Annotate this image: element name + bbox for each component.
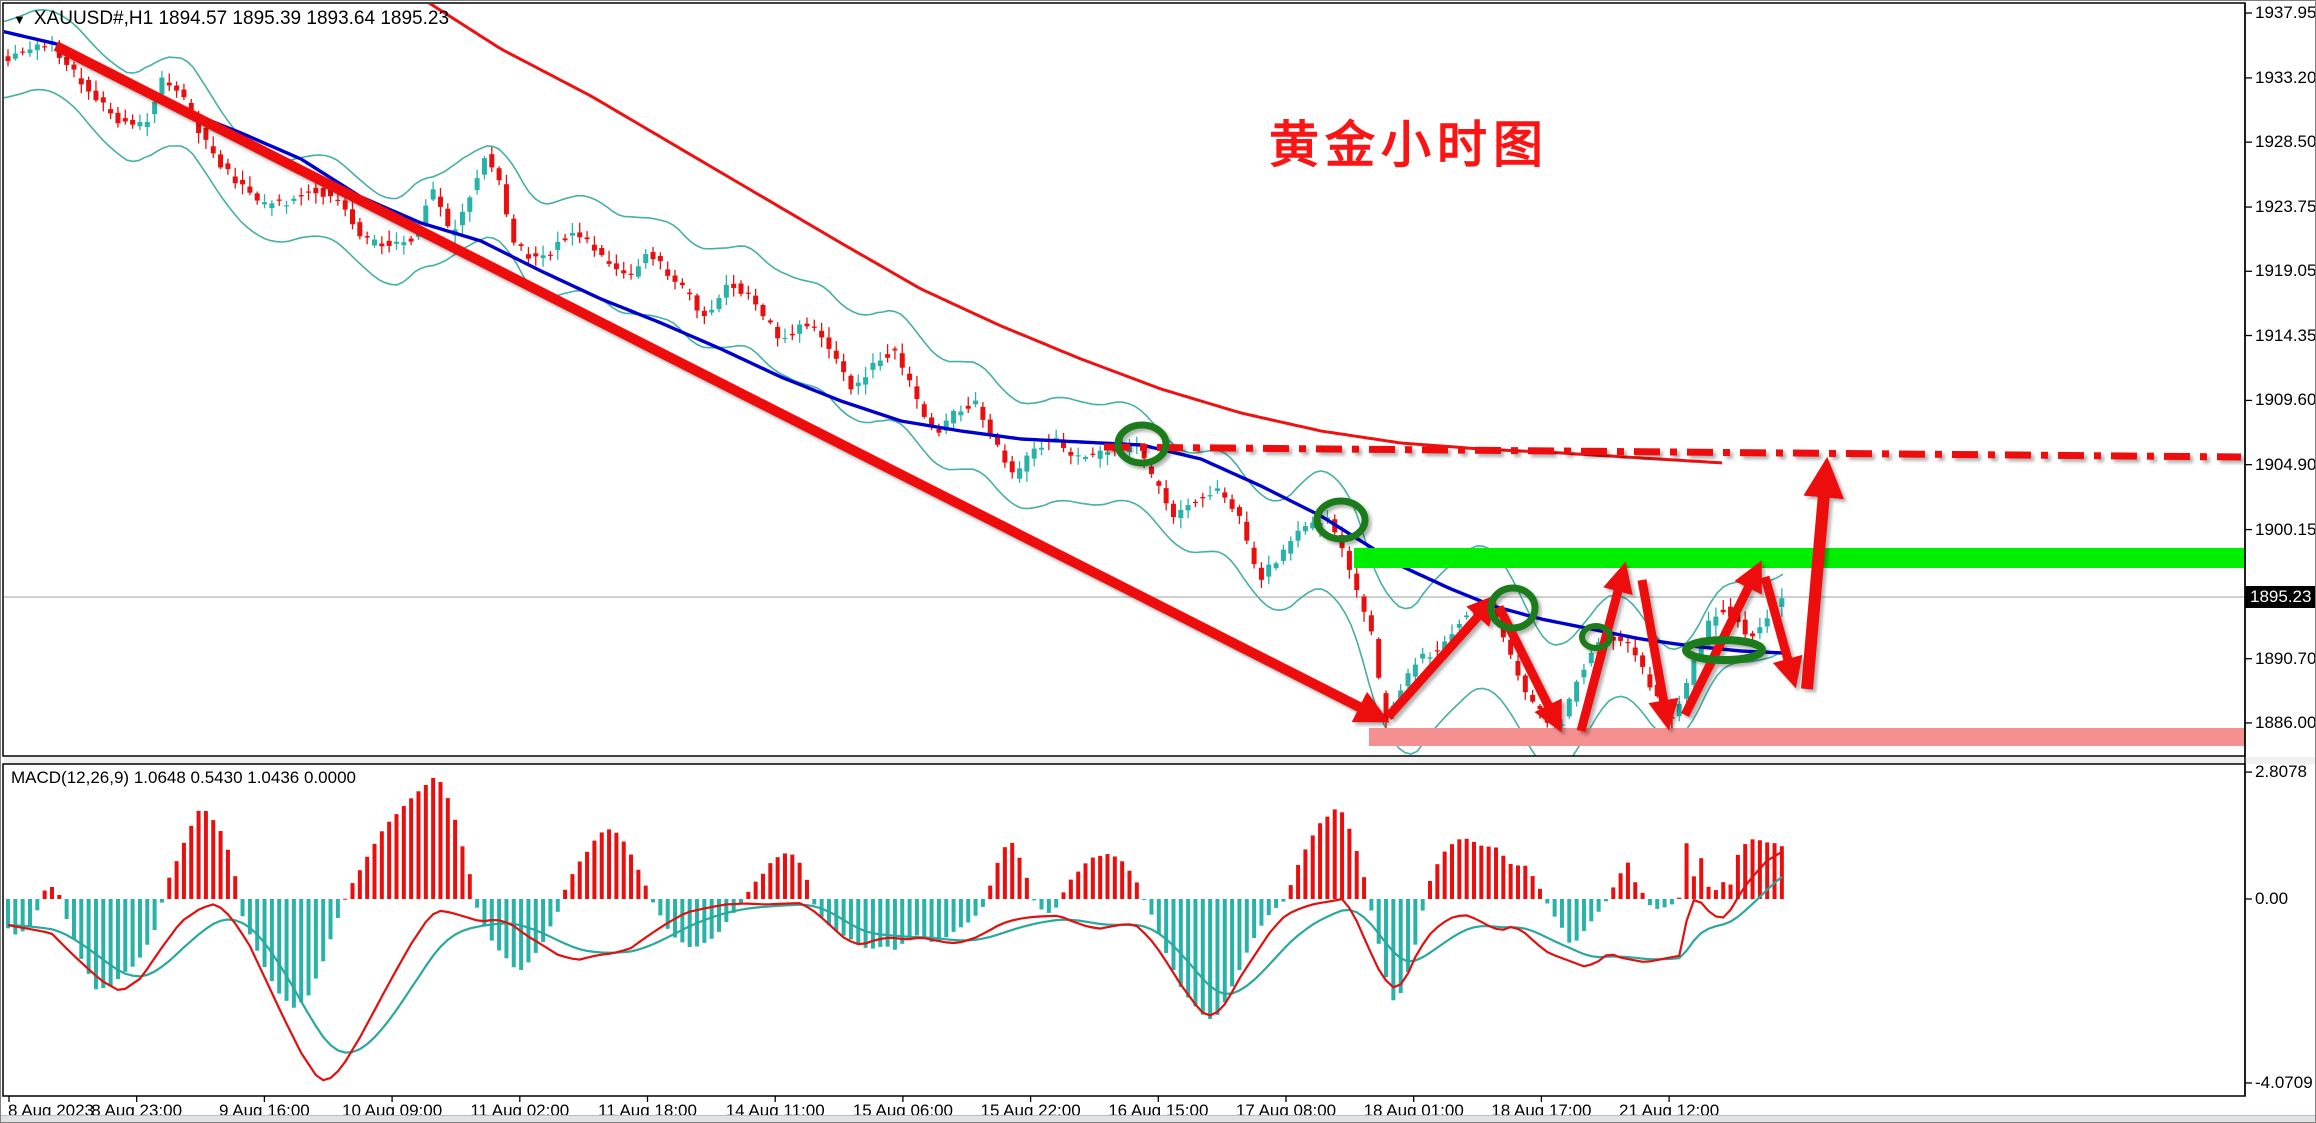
window-bottom-edge <box>1 1115 2315 1122</box>
price-axis-label: 1923.75 <box>2255 197 2316 217</box>
macd-axis-label: 2.8078 <box>2255 762 2307 782</box>
macd-pane[interactable] <box>6 777 1784 1082</box>
price-axis-label: 1928.50 <box>2255 132 2316 152</box>
macd-main-line <box>7 850 1783 1082</box>
highlight-circle-5[interactable] <box>1682 636 1766 664</box>
highlight-circle-4[interactable] <box>1579 623 1613 651</box>
macd-axis-label: -4.0709 <box>2255 1073 2313 1092</box>
price-axis-label: 1890.70 <box>2255 648 2316 668</box>
price-axis-label: 1933.20 <box>2255 67 2316 87</box>
chevron-down-icon[interactable]: ▼ <box>13 11 26 27</box>
projection-arrow-6[interactable] <box>1760 575 1803 689</box>
price-axis-label: 1919.05 <box>2255 261 2316 281</box>
projection-arrow-1[interactable] <box>1384 594 1499 721</box>
highlight-circle-2[interactable] <box>1313 497 1369 543</box>
price-axis-label: 1914.35 <box>2255 325 2316 345</box>
highlight-circle-3[interactable] <box>1487 584 1539 632</box>
macd-indicator-label: MACD(12,26,9) 1.0648 0.5430 1.0436 0.000… <box>11 768 356 787</box>
drawn-annotations <box>53 41 2242 733</box>
price-axis-label: 1886.00 <box>2255 712 2316 732</box>
downtrend-line[interactable] <box>53 41 1390 723</box>
price-axis-label: 1937.95 <box>2255 3 2316 22</box>
projection-arrow-3[interactable] <box>1576 561 1633 733</box>
symbol-title: ▼ XAUUSD#,H1 1894.57 1895.39 1893.64 189… <box>13 8 449 30</box>
macd-axis-label: 0.00 <box>2255 889 2289 908</box>
projection-arrow-7[interactable] <box>1801 456 1845 690</box>
current-price-badge: 1895.23 <box>2245 586 2315 608</box>
projection-arrow-4[interactable] <box>1637 579 1679 731</box>
bollinger-lower-band <box>4 88 1784 756</box>
resistance-zone-green <box>1354 548 2245 568</box>
price-axis-label: 1900.15 <box>2255 519 2316 539</box>
highlight-circle-1[interactable] <box>1114 421 1170 467</box>
main-price-pane[interactable] <box>1 1 2245 771</box>
macd-histogram <box>6 777 1784 1019</box>
chart-annotation-title: 黄金小时图 <box>1269 117 1549 173</box>
price-axis-label: 1904.90 <box>2255 454 2316 474</box>
symbol-ohlc-text: XAUUSD#,H1 1894.57 1895.39 1893.64 1895.… <box>33 8 450 29</box>
chart-frame <box>2 2 2315 1102</box>
price-axis-label: 1909.60 <box>2255 390 2316 410</box>
slow-ma-line <box>427 4 1723 465</box>
resistance-dashdot-line[interactable] <box>1103 443 2242 461</box>
macd-signal-line <box>7 875 1783 1054</box>
support-zone-pink <box>1369 728 2245 746</box>
